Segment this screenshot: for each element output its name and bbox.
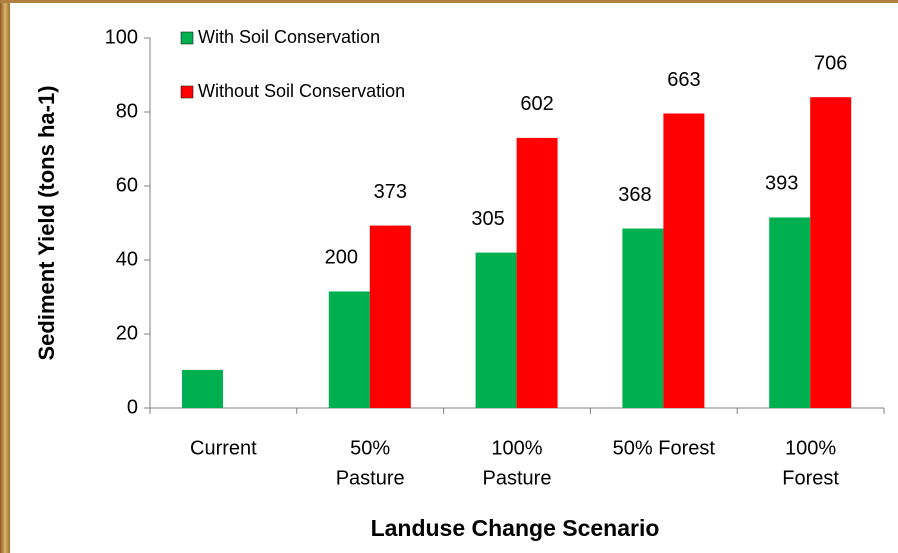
legend-label: Without Soil Conservation bbox=[198, 81, 405, 101]
bar bbox=[622, 228, 664, 408]
y-tick-label: 60 bbox=[116, 174, 138, 196]
bar bbox=[328, 291, 370, 408]
bar-annotation: 663 bbox=[667, 69, 700, 91]
x-tick-label: Pasture bbox=[336, 467, 405, 489]
y-tick-label: 40 bbox=[116, 248, 138, 270]
bar bbox=[182, 369, 223, 408]
x-tick-label: 50% Forest bbox=[613, 437, 716, 459]
bar bbox=[516, 137, 558, 408]
x-tick-label: Current bbox=[190, 437, 257, 459]
legend-label: With Soil Conservation bbox=[198, 27, 380, 47]
bar-annotation: 373 bbox=[374, 181, 407, 203]
frame-left bbox=[0, 0, 10, 553]
frame-top bbox=[0, 0, 898, 3]
x-tick-label: 100% bbox=[491, 437, 542, 459]
bar-annotation: 602 bbox=[520, 93, 553, 115]
bar bbox=[663, 113, 705, 408]
y-tick-label: 80 bbox=[116, 100, 138, 122]
x-tick-label: 100% bbox=[785, 437, 836, 459]
x-tick-label: Forest bbox=[782, 467, 839, 489]
y-axis-title: Sediment Yield (tons ha-1) bbox=[34, 85, 59, 360]
y-tick-label: 20 bbox=[116, 322, 138, 344]
bar-annotation: 393 bbox=[765, 173, 798, 195]
legend-swatch bbox=[180, 31, 194, 45]
bar-annotation: 200 bbox=[325, 247, 358, 269]
x-tick-label: 50% bbox=[350, 437, 390, 459]
bar bbox=[369, 225, 411, 408]
bar bbox=[769, 217, 811, 408]
x-tick-label: Pasture bbox=[483, 467, 552, 489]
bar-annotation: 305 bbox=[471, 208, 504, 230]
bar bbox=[810, 97, 852, 408]
y-tick-label: 0 bbox=[127, 396, 138, 418]
bar bbox=[475, 252, 517, 408]
x-axis-title: Landuse Change Scenario bbox=[371, 515, 660, 541]
legend-swatch bbox=[180, 85, 194, 99]
y-tick-label: 100 bbox=[105, 26, 138, 48]
bar-annotation: 368 bbox=[618, 184, 651, 206]
bar-annotation: 706 bbox=[814, 52, 847, 74]
